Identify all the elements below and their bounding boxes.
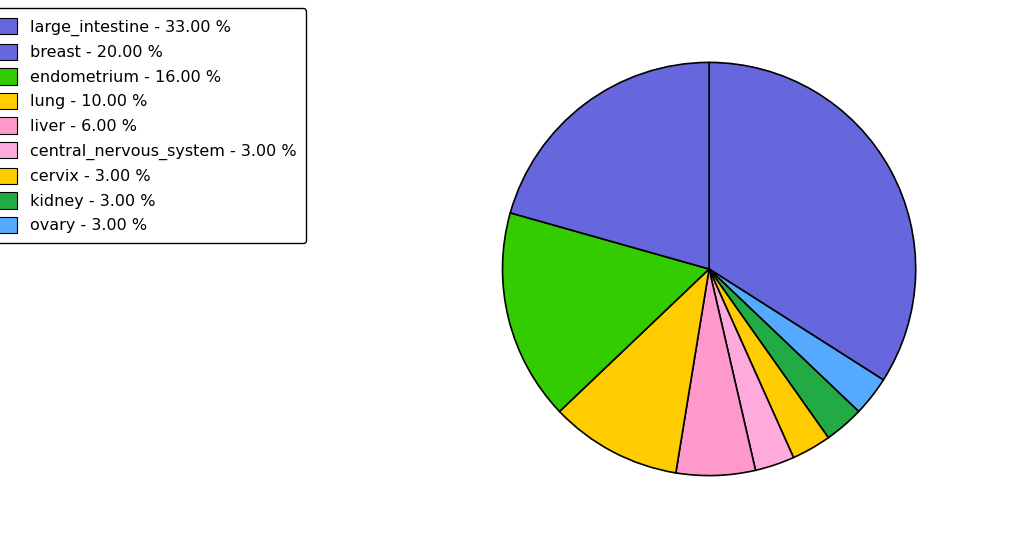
Wedge shape [676, 269, 756, 476]
Wedge shape [709, 269, 829, 457]
Wedge shape [559, 269, 709, 473]
Wedge shape [709, 269, 859, 438]
Wedge shape [709, 269, 883, 412]
Legend: large_intestine - 33.00 %, breast - 20.00 %, endometrium - 16.00 %, lung - 10.00: large_intestine - 33.00 %, breast - 20.0… [0, 9, 306, 243]
Wedge shape [511, 62, 709, 269]
Wedge shape [502, 213, 709, 412]
Wedge shape [709, 62, 916, 380]
Wedge shape [709, 269, 793, 470]
